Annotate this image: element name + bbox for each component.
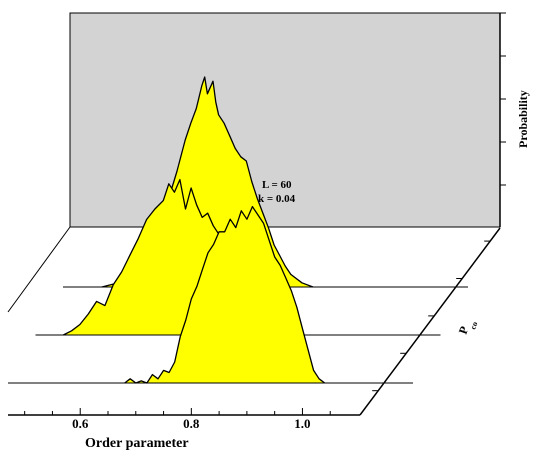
- x-axis-label: Order parameter: [85, 436, 189, 450]
- annotation-line-1: L = 60: [262, 179, 292, 191]
- x-tick-label-1: 0.8: [183, 416, 200, 431]
- annotation-line-2: k = 0.04: [258, 193, 296, 205]
- floor-left-edge: [7, 226, 71, 313]
- z-axis-label-subscript: co: [468, 320, 479, 330]
- series-2-fill: [124, 206, 325, 383]
- x-tick-label-0: 0.6: [72, 416, 89, 431]
- x-tick-label-2: 1.0: [294, 416, 310, 431]
- y-axis-label: Probability: [516, 90, 530, 148]
- back-wall: [69, 12, 501, 228]
- z-axis-line: [359, 227, 501, 416]
- z-axis-label: P: [456, 324, 472, 336]
- series-2-line: [124, 205, 326, 384]
